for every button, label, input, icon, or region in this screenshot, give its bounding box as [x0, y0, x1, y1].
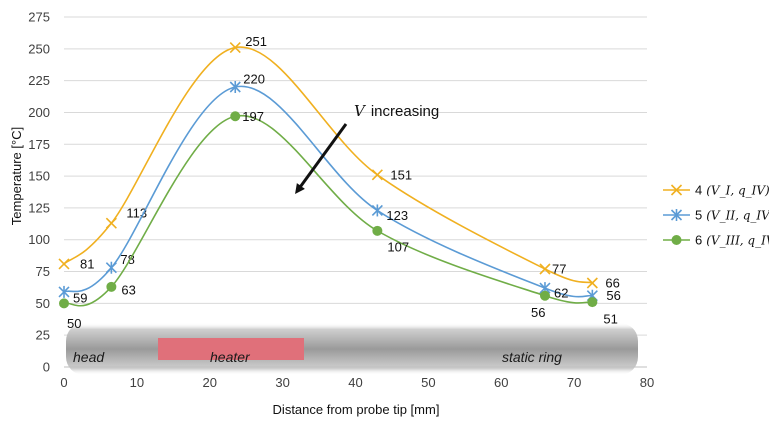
legend-swatch-marker — [671, 235, 682, 245]
data-point-4 — [229, 41, 241, 54]
data-point-5 — [371, 204, 383, 217]
x-tick-label: 70 — [567, 375, 581, 390]
probe-label-head: head — [73, 349, 105, 365]
data-point-5 — [105, 261, 117, 274]
data-point-5 — [58, 285, 70, 298]
y-tick-label: 250 — [28, 41, 50, 56]
data-point-4 — [105, 217, 117, 229]
data-point-6 — [106, 281, 117, 292]
x-axis-title: Distance from probe tip [mm] — [273, 402, 440, 417]
y-tick-label: 225 — [28, 73, 50, 88]
data-point-4 — [58, 258, 70, 270]
legend-series-math: (V_II, q_IV) — [706, 209, 769, 223]
data-point-6 — [587, 297, 598, 308]
data-point-4 — [371, 169, 383, 181]
axes: 0 25 50 75 100 125 150 175 200 225 250 275 0 10 20 30 40… — [28, 10, 654, 391]
data-label-5: 220 — [243, 72, 265, 87]
legend-series-math: (V_I, q_IV) — [706, 184, 769, 198]
data-label-4: 81 — [80, 256, 94, 271]
data-label-4: 251 — [245, 34, 267, 49]
y-tick-label: 25 — [36, 328, 50, 343]
data-label-6: 51 — [603, 312, 617, 327]
series-6: 50 63 197 107 56 51 — [59, 109, 618, 331]
data-label-5: 59 — [73, 290, 87, 305]
annotation-symbol: V — [354, 102, 367, 120]
data-point-6 — [230, 111, 241, 122]
data-label-5: 56 — [606, 288, 620, 303]
data-point-4 — [586, 277, 598, 289]
x-tick-label: 20 — [203, 375, 217, 390]
annotation-word: increasing — [371, 103, 439, 120]
data-label-6: 63 — [121, 282, 135, 297]
y-axis-title: Temperature [°C] — [9, 127, 24, 225]
x-tick-label: 50 — [421, 375, 435, 390]
heater-element — [158, 338, 304, 360]
legend-series-name: 5 — [695, 208, 702, 223]
x-tick-label: 0 — [60, 375, 67, 390]
probe-label-heater: heater — [210, 349, 251, 365]
legend-swatch-marker — [670, 209, 683, 221]
legend-label: 4 (V_I, q_IV) — [695, 183, 769, 198]
data-label-5: 62 — [554, 286, 568, 301]
y-tick-label: 150 — [28, 169, 50, 184]
data-label-5: 123 — [386, 208, 408, 223]
legend-item-6: 6 (V_III, q_IV) — [663, 233, 769, 248]
data-point-6 — [372, 225, 383, 236]
annotation-arrow — [295, 123, 348, 195]
series-line-5 — [63, 85, 593, 298]
legend-label: 6 (V_III, q_IV) — [695, 233, 769, 248]
probe-illustration: head heater static ring — [66, 323, 638, 375]
y-tick-label: 75 — [36, 264, 50, 279]
legend-series-name: 4 — [695, 183, 702, 198]
data-label-6: 56 — [531, 305, 545, 320]
data-label-6: 197 — [242, 109, 264, 124]
series-line-4 — [63, 46, 593, 284]
data-point-4 — [539, 263, 551, 275]
legend-item-4: 4 (V_I, q_IV) — [663, 183, 769, 198]
x-tick-label: 80 — [640, 375, 654, 390]
data-label-6: 107 — [387, 239, 409, 254]
legend-swatch-marker — [670, 184, 683, 196]
data-label-4: 151 — [390, 167, 412, 182]
legend-series-name: 6 — [695, 233, 702, 248]
y-tick-label: 50 — [36, 296, 50, 311]
data-point-5 — [229, 81, 241, 93]
x-tick-label: 30 — [275, 375, 289, 390]
data-point-6 — [539, 290, 550, 301]
y-tick-label: 100 — [28, 232, 50, 247]
x-tick-label: 60 — [494, 375, 508, 390]
y-tick-label: 175 — [28, 137, 50, 152]
data-label-6: 50 — [67, 316, 81, 331]
x-tick-label: 10 — [130, 375, 144, 390]
legend: 4 (V_I, q_IV) 5 (V_II, q_IV) 6 (V_III, q_IV) — [663, 183, 769, 248]
probe-label-static-ring: static ring — [502, 349, 562, 365]
probe-body — [66, 323, 638, 375]
y-tick-label: 275 — [28, 10, 50, 25]
legend-item-5: 5 (V_II, q_IV) — [663, 208, 769, 223]
y-tick-label: 200 — [28, 105, 50, 120]
legend-label: 5 (V_II, q_IV) — [695, 208, 769, 223]
data-label-4: 66 — [605, 276, 619, 291]
y-tick-label: 125 — [28, 200, 50, 215]
data-label-4: 77 — [552, 262, 566, 277]
data-point-6 — [59, 298, 69, 309]
y-tick-label: 0 — [43, 360, 50, 375]
x-tick-label: 40 — [348, 375, 362, 390]
legend-series-math: (V_III, q_IV) — [706, 234, 769, 248]
